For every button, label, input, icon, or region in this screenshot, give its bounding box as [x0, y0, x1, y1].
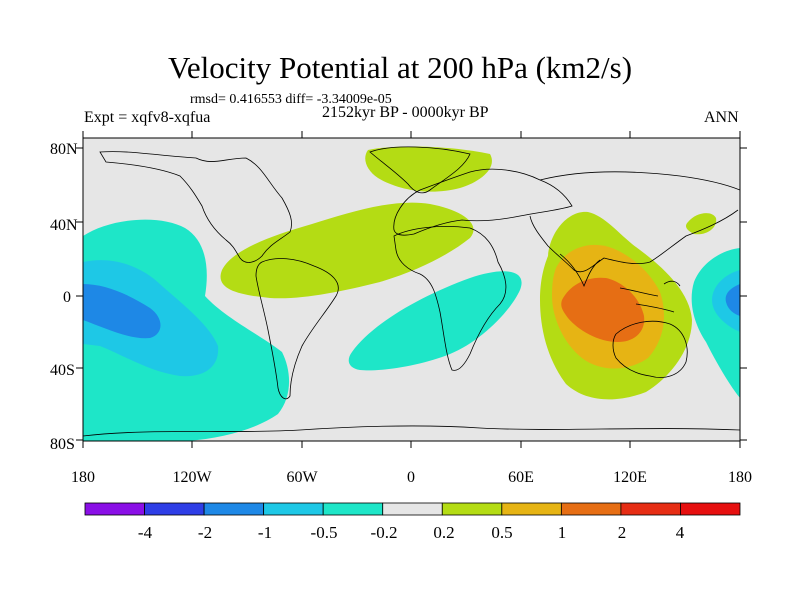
colorbar	[84, 502, 741, 516]
lon-label: 0	[407, 469, 415, 486]
field-pos-1-indian	[561, 277, 645, 342]
colorbar-swatch	[560, 502, 622, 516]
coast-greenland	[369, 146, 471, 194]
axis-ticks	[76, 131, 747, 448]
lon-label: 180	[728, 469, 752, 486]
colorbar-swatch	[84, 502, 145, 516]
lat-label: 80N	[50, 141, 78, 158]
field-neg-1-west-pacific	[725, 284, 740, 316]
coast-antarctica	[83, 425, 740, 437]
map-field	[83, 138, 740, 441]
plot-title: Velocity Potential at 200 hPa (km2/s)	[167, 50, 633, 85]
coast-asia	[529, 171, 740, 273]
coastlines	[83, 146, 740, 437]
colorbar-swatch	[620, 502, 681, 516]
coast-australia	[612, 320, 688, 378]
stats-line: rmsd= 0.416553 diff= -3.34009e-05	[190, 92, 392, 107]
lat-label: 80S	[50, 436, 75, 453]
longitude-labels: 180 120W 60W 0 60E 120E 180	[71, 469, 752, 486]
colorbar-swatch	[203, 502, 265, 516]
colorbar-swatch	[501, 502, 562, 516]
coast-europe	[393, 168, 573, 236]
colorbar-label: -1	[258, 523, 272, 542]
colorbar-label: 0.5	[491, 523, 512, 542]
colorbar-label: -0.2	[371, 523, 398, 542]
colorbar-swatch	[144, 502, 205, 516]
colorbar-label: 1	[558, 523, 567, 542]
period-label: 2152kyr BP - 0000kyr BP	[322, 104, 489, 121]
coast-north-america	[99, 151, 292, 263]
lat-label: 0	[63, 289, 71, 306]
colorbar-label: -2	[198, 523, 212, 542]
season-label: ANN	[704, 109, 739, 126]
lat-label: 40S	[50, 362, 75, 379]
lat-label: 40N	[50, 217, 78, 234]
experiment-label: Expt = xqfv8-xqfua	[84, 109, 211, 126]
coast-india	[559, 253, 601, 288]
field-pos-0p2-greenland	[365, 146, 492, 192]
lon-label: 60W	[286, 469, 318, 486]
colorbar-label: -4	[138, 523, 153, 542]
field-pos-0p2-north-pacific	[686, 213, 717, 235]
colorbar-labels: -4 -2 -1 -0.5 -0.2 0.2 0.5 1 2 4	[138, 523, 685, 542]
coast-africa	[393, 226, 507, 371]
lon-label: 120E	[613, 469, 647, 486]
latitude-labels: 80N 40N 0 40S 80S	[50, 141, 78, 453]
colorbar-label: 2	[618, 523, 627, 542]
colorbar-swatch	[322, 502, 384, 516]
coast-maritime-continent	[619, 280, 681, 313]
colorbar-swatch	[680, 502, 741, 516]
colorbar-swatch	[441, 502, 503, 516]
colorbar-swatch	[382, 502, 443, 516]
lon-label: 60E	[508, 469, 534, 486]
colorbar-label: -0.5	[311, 523, 338, 542]
coast-south-america	[255, 258, 339, 400]
lon-label: 180	[71, 469, 95, 486]
colorbar-label: 4	[676, 523, 685, 542]
field-pos-0p2-atlantic	[220, 202, 474, 299]
colorbar-label: 0.2	[433, 523, 454, 542]
lon-label: 120W	[172, 469, 212, 486]
field-neg-0p2-atlantic	[348, 271, 522, 371]
field-neg-1	[83, 284, 161, 339]
colorbar-swatch	[263, 502, 324, 516]
